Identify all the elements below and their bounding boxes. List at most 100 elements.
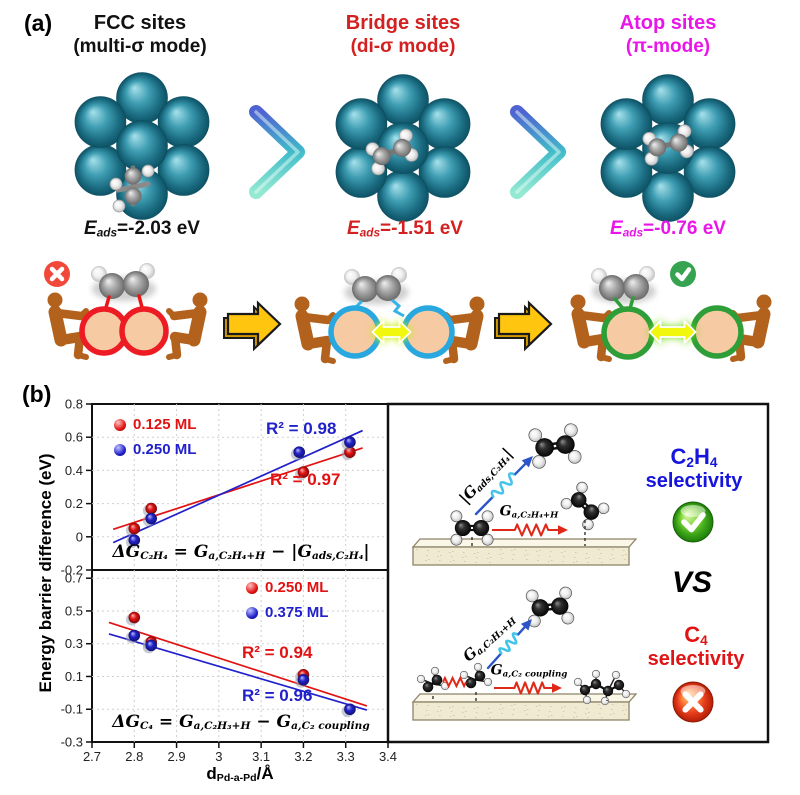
svg-text:0: 0: [76, 529, 83, 544]
person-figure: [47, 292, 89, 360]
person-figure: [570, 294, 612, 362]
label-g-a-c2h4h: Ga,C₂H₄+H: [499, 503, 559, 521]
site-title-bridge: Bridge sites (di-σ mode): [283, 12, 523, 58]
svg-text:-0.1: -0.1: [61, 702, 83, 717]
x-axis-title: dPd-a-Pd/Å: [206, 764, 274, 785]
formula-dg-c2h4: ΔGC₂H₄ = Ga,C₂H₄+H − |Gads,C₂H₄|: [112, 542, 370, 563]
legend-label: 0.250 ML: [265, 579, 329, 596]
metal-slab: [411, 693, 638, 721]
c2h4-selectivity-text: C2H4 selectivity: [646, 444, 743, 493]
big-right-arrow-icon: [494, 300, 553, 352]
chevron-right-icon: [510, 105, 566, 199]
c2h3-adsorbate: [416, 666, 450, 693]
c2h4-molecule-cartoon: [344, 267, 409, 305]
svg-text:2.9: 2.9: [168, 749, 186, 764]
c4-molecule: [573, 669, 631, 706]
double-arrow-icon: [371, 318, 412, 346]
svg-text:0.1: 0.1: [65, 669, 83, 684]
eads-value-bridge: Eads=-1.51 eV: [347, 218, 463, 240]
adsorbed-c2h4: [450, 510, 494, 546]
svg-text:0.7: 0.7: [65, 571, 83, 586]
glossy-x-icon: [672, 681, 714, 723]
svg-text:2.8: 2.8: [125, 749, 143, 764]
panel-a-art: [44, 72, 772, 364]
charts: 0.8 0.6 0.4 0.2 0 -0.20.7 0.5 0.3 0.1 -0.1 -0.32.7…: [61, 397, 397, 765]
svg-text:0.3: 0.3: [65, 636, 83, 651]
pd-atom-cartoon: [119, 306, 169, 356]
r2-label-red-bottom: R² = 0.94: [242, 643, 313, 662]
svg-text:3.3: 3.3: [337, 749, 355, 764]
adsorbate-bridge: [365, 128, 419, 176]
svg-text:-0.3: -0.3: [61, 735, 83, 750]
free-c2h4-product: [525, 586, 575, 628]
r2-label-blue-top: R² = 0.98: [266, 419, 337, 438]
chart-plot: 0.8 0.6 0.4 0.2 0 -0.2: [61, 397, 389, 578]
legend-label: 0.250 ML: [133, 441, 197, 458]
check-badge-icon: [670, 261, 696, 287]
eads-value-fcc: Eads=-2.03 eV: [84, 218, 200, 240]
site-title-atop-line2: (π-mode): [625, 35, 711, 57]
svg-text:3.4: 3.4: [379, 749, 397, 764]
svg-text:0.2: 0.2: [65, 496, 83, 511]
svg-text:0.4: 0.4: [65, 463, 83, 478]
site-title-bridge-line2: (di-σ mode): [350, 35, 456, 57]
legend-item: 0.375 ML: [246, 600, 328, 625]
free-c2h4-product: [528, 423, 582, 469]
double-arrow-icon: [648, 318, 697, 346]
svg-text:0.8: 0.8: [65, 397, 83, 412]
big-right-arrow-icon: [223, 300, 282, 352]
c2h3-adsorbate: [459, 662, 493, 689]
spring-icon: [442, 675, 467, 689]
vs-text: VS: [671, 566, 713, 599]
pd-cluster: [600, 74, 736, 222]
panel-b-label: (b): [22, 381, 52, 407]
site-title-bridge-line1: Bridge sites: [345, 12, 461, 34]
c2h4-selectivity-line1: C2H4: [670, 444, 718, 470]
red-sphere-marker-icon: [246, 581, 258, 594]
svg-text:3: 3: [215, 749, 222, 764]
pd-atom-cartoon: [601, 306, 655, 360]
c4-selectivity-line1: C4: [684, 622, 708, 648]
legend-item: 0.250 ML: [114, 437, 196, 462]
panel-a-label: (a): [24, 10, 53, 36]
r2-label-red-top: R² = 0.97: [270, 470, 341, 489]
site-title-atop-line1: Atop sites: [619, 12, 717, 34]
person-figure: [166, 292, 208, 360]
pd-atom-cartoon: [690, 305, 744, 359]
metal-slab: [411, 538, 638, 566]
glossy-check-icon: [672, 501, 714, 543]
label-g-c2-coupling: Ga,C₂ coupling: [490, 662, 568, 680]
formula-dg-c4: ΔGC₄ = Ga,C₂H₃+H − Ga,C₂ coupling: [112, 712, 370, 733]
svg-text:3.1: 3.1: [252, 749, 270, 764]
eads-value-atop: Eads=-0.76 eV: [610, 218, 726, 240]
x-badge-icon: [44, 261, 70, 287]
svg-text:0.6: 0.6: [65, 430, 83, 445]
hydrogenation-arrow: [492, 523, 568, 537]
site-title-fcc-line2: (multi-σ mode): [73, 35, 207, 57]
c4-selectivity-text: C4 selectivity: [648, 622, 745, 671]
blue-sphere-marker-icon: [114, 443, 126, 456]
chart2-legend: 0.250 ML 0.375 ML: [246, 575, 328, 625]
legend-label: 0.125 ML: [133, 416, 197, 433]
svg-text:-0.2: -0.2: [61, 563, 83, 578]
chart-plot: 0.7 0.5 0.3 0.1 -0.1 -0.32.7 2.8 2.9 3 3.1 3.2 3.3 3…: [61, 569, 397, 764]
adsorbate-atop: [642, 124, 694, 166]
chart1-legend: 0.125 ML 0.250 ML: [114, 412, 196, 462]
legend-item: 0.250 ML: [246, 575, 328, 600]
chevron-right-icon: [249, 105, 305, 199]
person-figure: [294, 296, 336, 364]
c4-selectivity-line2: selectivity: [647, 648, 745, 671]
selectivity-schematic: [386, 402, 770, 744]
site-title-fcc-line1: FCC sites: [93, 12, 187, 34]
legend-label: 0.375 ML: [265, 604, 329, 621]
pd-cluster: [74, 72, 210, 220]
svg-text:2.7: 2.7: [83, 749, 101, 764]
r2-label-blue-bottom: R² = 0.96: [242, 686, 313, 705]
y-axis-title: Energy barrier difference (eV): [36, 453, 55, 693]
red-sphere-marker-icon: [114, 418, 126, 431]
legend-item: 0.125 ML: [114, 412, 196, 437]
site-title-fcc: FCC sites (multi-σ mode): [20, 12, 260, 58]
site-title-atop: Atop sites (π-mode): [548, 12, 788, 58]
